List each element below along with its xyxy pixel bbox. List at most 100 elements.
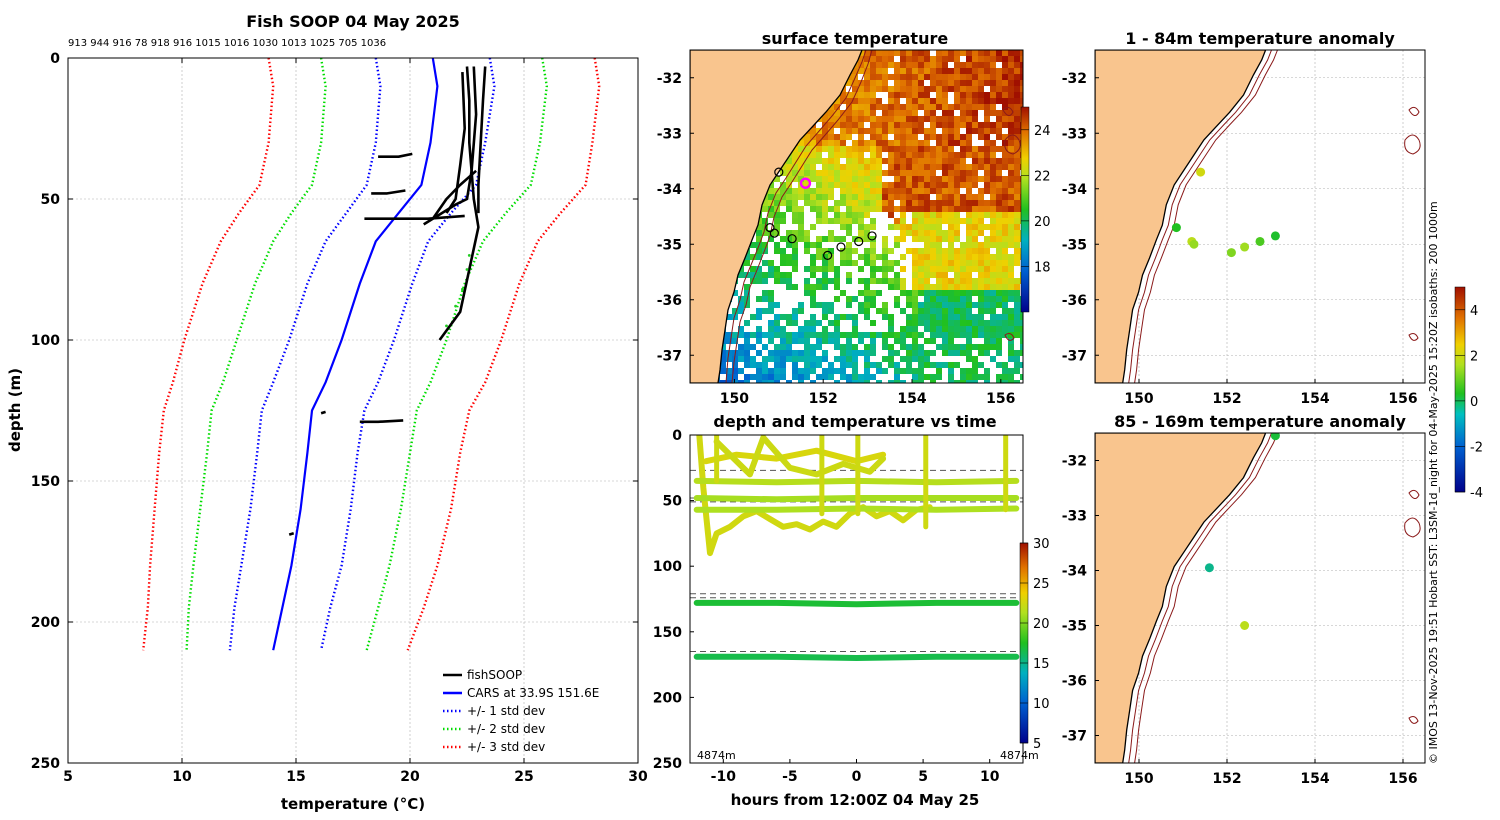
sst-cell xyxy=(924,278,930,284)
sst-cell xyxy=(1002,302,1008,308)
sst-cell xyxy=(810,320,816,326)
sst-cell xyxy=(960,170,966,176)
sst-cell xyxy=(894,50,900,56)
sst-ytick-label: -33 xyxy=(657,126,682,142)
sst-cell xyxy=(864,212,870,218)
sst-cell xyxy=(882,194,888,200)
sst-cell xyxy=(834,272,840,278)
sst-cell xyxy=(822,212,828,218)
sst-cell xyxy=(1008,284,1014,290)
sst-cell xyxy=(978,362,984,368)
sst-cell xyxy=(846,332,852,338)
sst-cell xyxy=(900,284,906,290)
sst-cell xyxy=(906,140,912,146)
sst-cell xyxy=(864,290,870,296)
sst-cell xyxy=(990,266,996,272)
sst-cell xyxy=(1008,356,1014,362)
sst-cell xyxy=(822,368,828,374)
sst-cell xyxy=(954,224,960,230)
sst-cell xyxy=(792,284,798,290)
sst-cell xyxy=(906,170,912,176)
sst-cell xyxy=(732,308,738,314)
dt-content xyxy=(690,435,1023,661)
sst-cell xyxy=(918,224,924,230)
sst-cell xyxy=(840,260,846,266)
sst-cell xyxy=(996,320,1002,326)
sst-cell xyxy=(852,140,858,146)
sst-cell xyxy=(900,104,906,110)
profile-ylabel: depth (m) xyxy=(6,368,24,452)
sst-cell xyxy=(912,188,918,194)
sst-cell xyxy=(960,50,966,56)
dt-title: depth and temperature vs time xyxy=(713,412,996,431)
sst-cell xyxy=(936,194,942,200)
sst-xtick-label: 156 xyxy=(986,391,1015,407)
sst-cell xyxy=(930,116,936,122)
sst-cell xyxy=(936,236,942,242)
sst-cell xyxy=(846,314,852,320)
sst-cell xyxy=(846,272,852,278)
sst-cell xyxy=(930,350,936,356)
sst-cell xyxy=(864,308,870,314)
sst-sample-marker xyxy=(769,228,779,238)
sst-cell xyxy=(846,248,852,254)
anom-bottom-xtick-label: 152 xyxy=(1212,771,1241,787)
sst-cell xyxy=(852,80,858,86)
sst-cell xyxy=(870,260,876,266)
sst-cell xyxy=(1008,110,1014,116)
sst-cell xyxy=(1014,278,1020,284)
sst-cell xyxy=(906,50,912,56)
sst-cell xyxy=(990,254,996,260)
sst-cell xyxy=(846,134,852,140)
sst-cell xyxy=(1014,158,1020,164)
sst-cell xyxy=(894,176,900,182)
sst-cell xyxy=(912,164,918,170)
sst-cell xyxy=(858,182,864,188)
sst-cell xyxy=(792,206,798,212)
sst-cell xyxy=(840,368,846,374)
sst-cell xyxy=(930,290,936,296)
sst-cell xyxy=(978,128,984,134)
sst-cell xyxy=(912,146,918,152)
sst-cell xyxy=(846,224,852,230)
sst-cell xyxy=(894,242,900,248)
sst-cell xyxy=(858,158,864,164)
sst-cell xyxy=(870,86,876,92)
sst-cell xyxy=(780,374,786,380)
sst-cell xyxy=(1014,182,1020,188)
sst-cell xyxy=(1014,86,1020,92)
sst-cell xyxy=(948,224,954,230)
sst-cell xyxy=(906,296,912,302)
sst-cell xyxy=(876,140,882,146)
sst-cell xyxy=(816,374,822,380)
sst-cell xyxy=(978,152,984,158)
sst-cell xyxy=(1008,218,1014,224)
sst-cell xyxy=(1014,188,1020,194)
sst-cell xyxy=(954,56,960,62)
sst-cell xyxy=(894,146,900,152)
sst-cell xyxy=(924,62,930,68)
sst-cell xyxy=(780,254,786,260)
sst-cell xyxy=(810,356,816,362)
sst-cell xyxy=(960,134,966,140)
sst-cell xyxy=(864,164,870,170)
sst-cell xyxy=(888,74,894,80)
sst-cell xyxy=(810,362,816,368)
sst-cell xyxy=(996,254,1002,260)
sst-cell xyxy=(966,248,972,254)
sst-cell xyxy=(894,194,900,200)
sst-cell xyxy=(954,326,960,332)
sst-cell xyxy=(876,80,882,86)
sst-cell xyxy=(924,272,930,278)
sst-cell xyxy=(732,314,738,320)
sst-cell xyxy=(996,224,1002,230)
sst-colorbar-label: 22 xyxy=(1034,169,1051,184)
sst-cell xyxy=(990,218,996,224)
sst-cell xyxy=(966,134,972,140)
sst-cell xyxy=(804,284,810,290)
sst-cell xyxy=(774,302,780,308)
sst-cell xyxy=(930,236,936,242)
sst-cell xyxy=(852,188,858,194)
sst-cell xyxy=(990,260,996,266)
sst-cell xyxy=(852,194,858,200)
